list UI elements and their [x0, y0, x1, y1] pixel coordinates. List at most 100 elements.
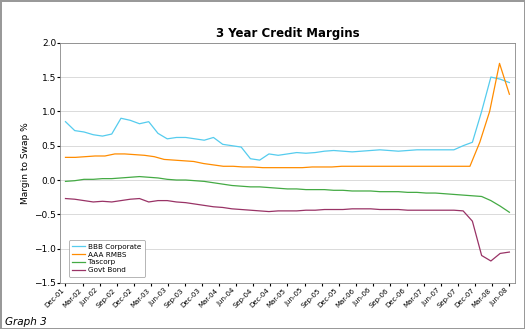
- AAA RMBS: [378, 164, 384, 168]
- Line: AAA RMBS: AAA RMBS: [66, 63, 509, 168]
- BBB Corporate: [99, 134, 106, 138]
- Tascorp: [451, 192, 457, 196]
- Govt Bond: [497, 251, 503, 255]
- Govt Bond: [127, 197, 133, 201]
- Govt Bond: [145, 200, 152, 204]
- Govt Bond: [266, 210, 272, 214]
- Govt Bond: [404, 208, 411, 212]
- BBB Corporate: [488, 75, 494, 79]
- Govt Bond: [488, 259, 494, 263]
- AAA RMBS: [181, 159, 187, 163]
- Govt Bond: [423, 208, 429, 212]
- AAA RMBS: [211, 163, 217, 167]
- Govt Bond: [451, 208, 457, 212]
- Tascorp: [127, 175, 133, 179]
- Govt Bond: [478, 254, 485, 258]
- Tascorp: [321, 188, 328, 191]
- Govt Bond: [201, 203, 207, 207]
- BBB Corporate: [127, 118, 133, 122]
- Tascorp: [275, 186, 281, 190]
- BBB Corporate: [118, 116, 124, 120]
- Govt Bond: [349, 207, 355, 211]
- BBB Corporate: [173, 136, 180, 139]
- Govt Bond: [81, 199, 87, 203]
- AAA RMBS: [62, 155, 69, 159]
- BBB Corporate: [377, 148, 383, 152]
- Tascorp: [432, 191, 438, 195]
- BBB Corporate: [293, 151, 300, 155]
- Tascorp: [368, 189, 374, 193]
- AAA RMBS: [447, 164, 454, 168]
- Tascorp: [386, 190, 392, 194]
- Tascorp: [303, 188, 309, 191]
- Govt Bond: [62, 196, 69, 200]
- BBB Corporate: [62, 120, 69, 124]
- Tascorp: [247, 185, 254, 189]
- Tascorp: [173, 178, 180, 182]
- Govt Bond: [321, 208, 328, 212]
- Tascorp: [145, 175, 152, 179]
- Govt Bond: [469, 219, 476, 223]
- AAA RMBS: [427, 164, 434, 168]
- Y-axis label: Margin to Swap %: Margin to Swap %: [21, 122, 30, 204]
- BBB Corporate: [136, 122, 143, 126]
- Tascorp: [109, 177, 115, 181]
- Govt Bond: [109, 200, 115, 204]
- AAA RMBS: [309, 165, 315, 169]
- Tascorp: [183, 178, 189, 182]
- AAA RMBS: [191, 160, 197, 164]
- AAA RMBS: [220, 164, 226, 168]
- AAA RMBS: [349, 164, 355, 168]
- AAA RMBS: [358, 164, 364, 168]
- BBB Corporate: [386, 148, 392, 152]
- BBB Corporate: [442, 148, 448, 152]
- Line: BBB Corporate: BBB Corporate: [66, 77, 509, 160]
- Govt Bond: [377, 208, 383, 212]
- BBB Corporate: [460, 144, 466, 148]
- BBB Corporate: [506, 81, 512, 85]
- Govt Bond: [247, 208, 254, 212]
- Tascorp: [488, 199, 494, 203]
- Tascorp: [497, 204, 503, 208]
- AAA RMBS: [260, 166, 266, 170]
- Govt Bond: [219, 206, 226, 210]
- Govt Bond: [238, 208, 244, 212]
- Tascorp: [229, 184, 235, 188]
- AAA RMBS: [279, 166, 286, 170]
- AAA RMBS: [496, 62, 502, 65]
- Tascorp: [469, 194, 476, 198]
- AAA RMBS: [487, 110, 493, 114]
- BBB Corporate: [155, 131, 161, 135]
- Govt Bond: [340, 208, 346, 212]
- BBB Corporate: [257, 158, 263, 162]
- BBB Corporate: [340, 149, 346, 153]
- BBB Corporate: [71, 129, 78, 133]
- Govt Bond: [164, 199, 171, 203]
- BBB Corporate: [469, 140, 476, 144]
- Tascorp: [192, 179, 198, 183]
- AAA RMBS: [457, 164, 463, 168]
- Govt Bond: [192, 202, 198, 206]
- BBB Corporate: [303, 151, 309, 155]
- Tascorp: [349, 189, 355, 193]
- BBB Corporate: [183, 136, 189, 139]
- BBB Corporate: [164, 137, 171, 141]
- BBB Corporate: [109, 132, 115, 136]
- AAA RMBS: [388, 164, 394, 168]
- Govt Bond: [432, 208, 438, 212]
- Tascorp: [71, 179, 78, 183]
- Tascorp: [118, 176, 124, 180]
- Tascorp: [506, 210, 512, 214]
- AAA RMBS: [477, 140, 483, 144]
- Tascorp: [90, 177, 97, 181]
- BBB Corporate: [331, 148, 337, 152]
- AAA RMBS: [171, 158, 177, 162]
- Govt Bond: [331, 208, 337, 212]
- Tascorp: [201, 179, 207, 183]
- BBB Corporate: [145, 120, 152, 124]
- BBB Corporate: [404, 148, 411, 152]
- BBB Corporate: [229, 144, 235, 148]
- Tascorp: [340, 188, 346, 192]
- BBB Corporate: [358, 149, 364, 153]
- BBB Corporate: [432, 148, 438, 152]
